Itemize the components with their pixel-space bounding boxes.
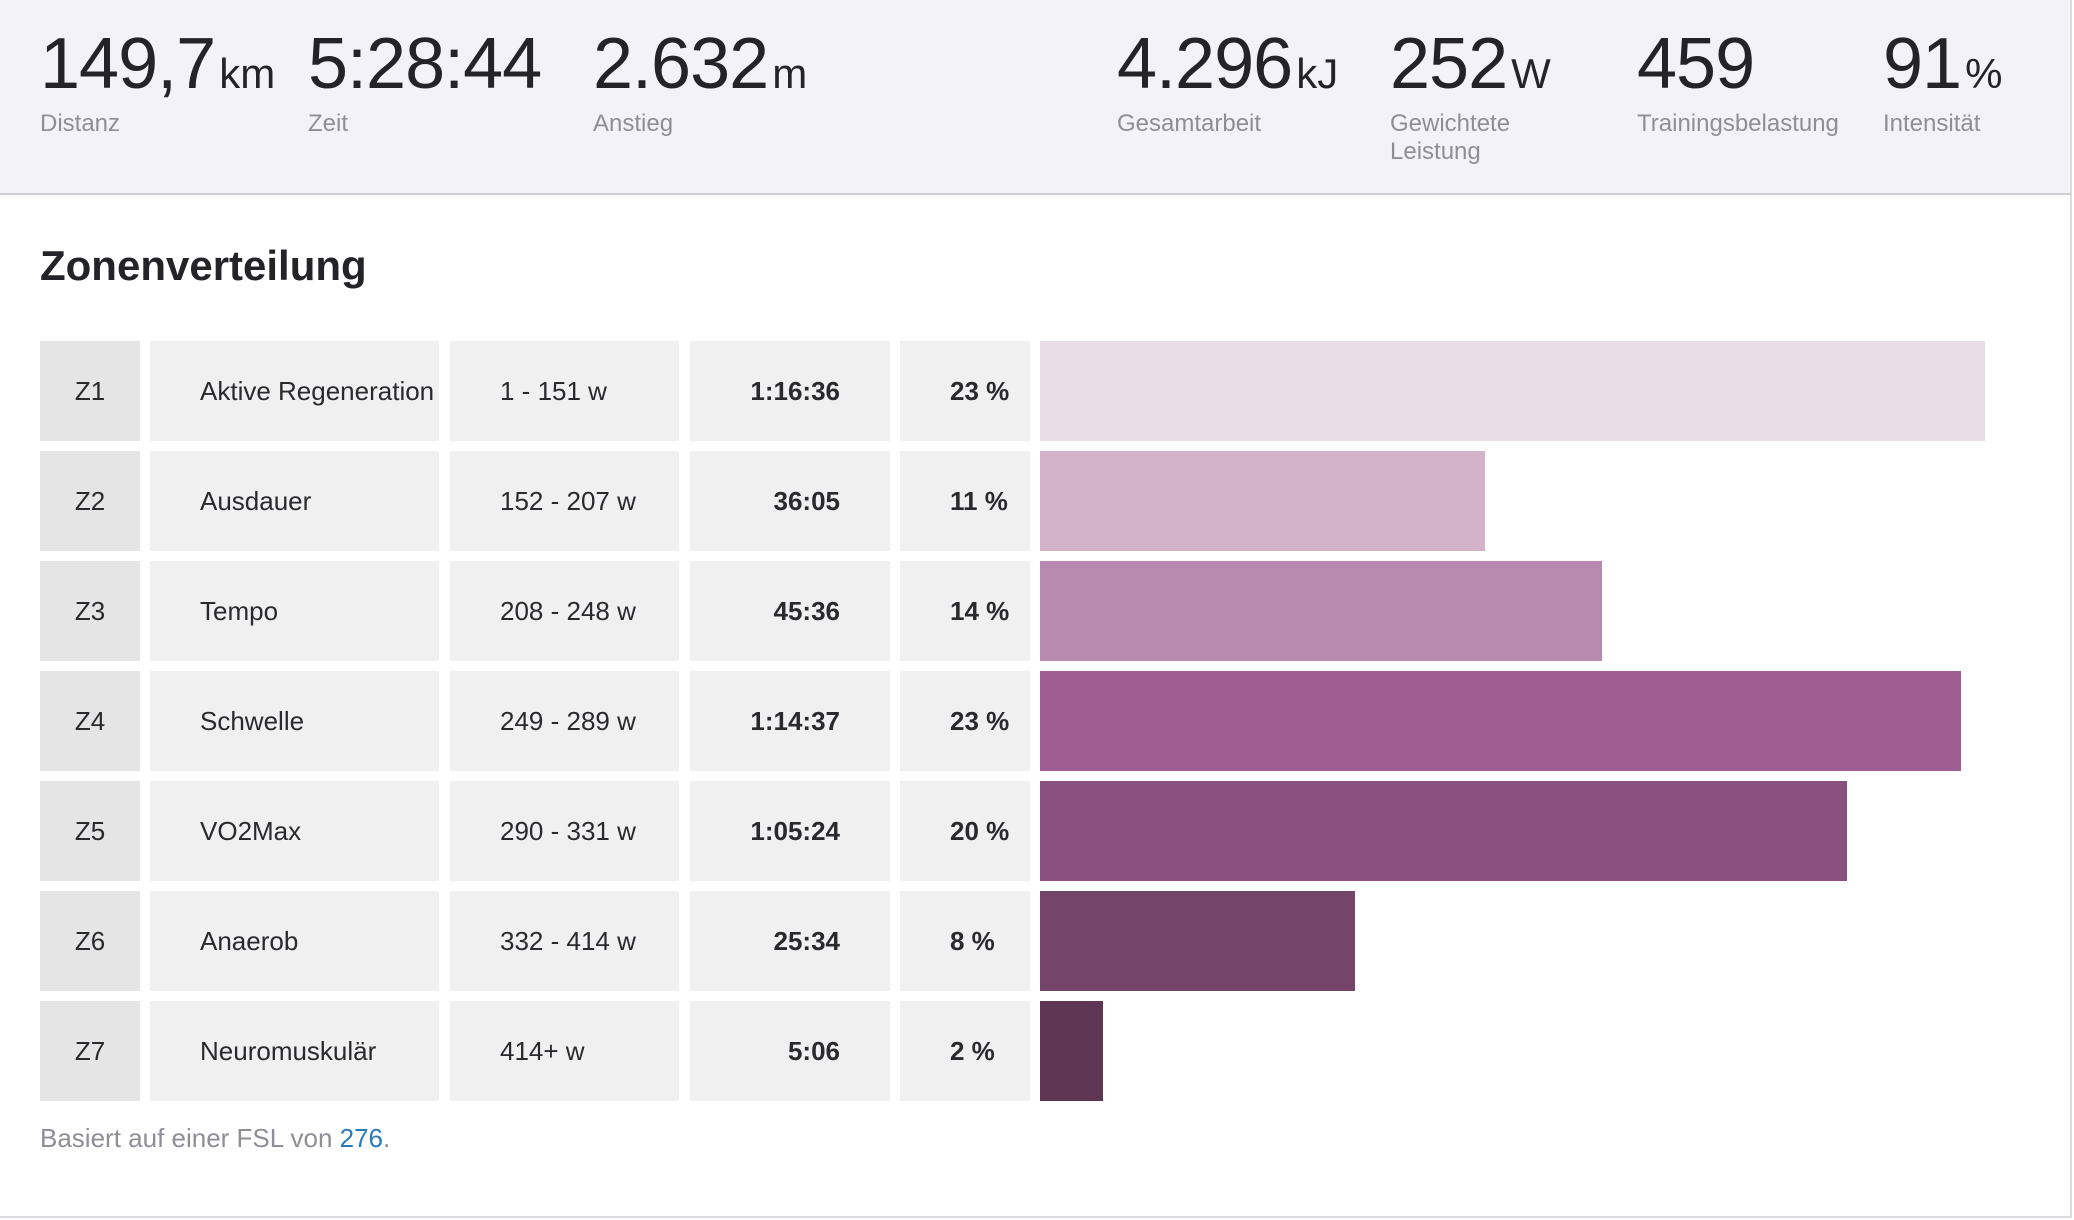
zone-bar-track xyxy=(1040,451,2012,551)
stat-training-load-value: 459 xyxy=(1637,24,1755,104)
stat-weighted-power: 252 W Gewichtete Leistung xyxy=(1390,28,1580,166)
stat-intensity-unit: % xyxy=(1965,50,2003,97)
zone-table: Z1 Aktive Regeneration 1 - 151 w 1:16:36 23 … xyxy=(40,341,2012,1111)
zone-power-range: 249 - 289 w xyxy=(450,671,679,771)
zone-row: Z4 Schwelle 249 - 289 w 1:14:37 23 % xyxy=(40,671,2012,771)
footnote-text: Basiert auf einer FSL von xyxy=(40,1123,340,1153)
stat-time-value: 5:28:44 xyxy=(308,24,542,104)
zone-time: 1:14:37 xyxy=(690,671,890,771)
zone-label: Z6 xyxy=(40,891,140,991)
zone-time: 5:06 xyxy=(690,1001,890,1101)
zone-bar xyxy=(1040,781,1847,881)
stat-time-label: Zeit xyxy=(308,110,349,137)
zone-name: Schwelle xyxy=(150,671,439,771)
stat-training-load-label: Trainingsbelastung xyxy=(1637,110,1839,137)
zone-name: Neuromuskulär xyxy=(150,1001,439,1101)
stat-elevation-label: Anstieg xyxy=(593,110,674,137)
zone-power-range: 290 - 331 w xyxy=(450,781,679,881)
stat-intensity: 91 % Intensität xyxy=(1883,28,2002,138)
zone-row: Z5 VO2Max 290 - 331 w 1:05:24 20 % xyxy=(40,781,2012,881)
zone-label: Z1 xyxy=(40,341,140,441)
stat-work-label: Gesamtarbeit xyxy=(1117,110,1262,137)
zone-bar xyxy=(1040,341,1985,441)
zone-power-range: 332 - 414 w xyxy=(450,891,679,991)
stat-work: 4.296 kJ Gesamtarbeit xyxy=(1117,28,1338,138)
zone-time: 1:16:36 xyxy=(690,341,890,441)
zone-percent: 23 % xyxy=(900,341,1030,441)
zone-bar-track xyxy=(1040,781,2012,881)
zone-time: 45:36 xyxy=(690,561,890,661)
zone-bar-track xyxy=(1040,1001,2012,1101)
footnote-suffix: . xyxy=(383,1123,391,1153)
zone-name: Aktive Regeneration xyxy=(150,341,439,441)
zone-time: 25:34 xyxy=(690,891,890,991)
stat-distance: 149,7 km Distanz xyxy=(40,28,275,138)
zone-distribution-panel: Zonenverteilung Z1 Aktive Regeneration 1 -… xyxy=(0,195,2072,1218)
zone-time: 36:05 xyxy=(690,451,890,551)
stat-time: 5:28:44 Zeit xyxy=(308,24,542,138)
zone-bar xyxy=(1040,1001,1103,1101)
zone-percent: 11 % xyxy=(900,451,1030,551)
zone-percent: 14 % xyxy=(900,561,1030,661)
zone-bar-track xyxy=(1040,561,2012,661)
zone-label: Z5 xyxy=(40,781,140,881)
zone-percent: 8 % xyxy=(900,891,1030,991)
stat-elevation-unit: m xyxy=(772,50,808,97)
stat-work-unit: kJ xyxy=(1296,50,1339,97)
section-title: Zonenverteilung xyxy=(40,242,367,289)
zone-percent: 23 % xyxy=(900,671,1030,771)
stat-weighted-power-unit: W xyxy=(1511,50,1551,97)
footnote: Basiert auf einer FSL von 276. xyxy=(40,1122,390,1154)
zone-name: VO2Max xyxy=(150,781,439,881)
zone-row: Z2 Ausdauer 152 - 207 w 36:05 11 % xyxy=(40,451,2012,551)
stat-work-value: 4.296 xyxy=(1117,24,1293,104)
stat-elevation-value: 2.632 xyxy=(593,24,769,104)
zone-bar-track xyxy=(1040,891,2012,991)
zone-row: Z1 Aktive Regeneration 1 - 151 w 1:16:36 23 … xyxy=(40,341,2012,441)
zone-name: Tempo xyxy=(150,561,439,661)
zone-power-range: 208 - 248 w xyxy=(450,561,679,661)
zone-label: Z4 xyxy=(40,671,140,771)
zone-power-range: 1 - 151 w xyxy=(450,341,679,441)
zone-percent: 2 % xyxy=(900,1001,1030,1101)
zone-label: Z3 xyxy=(40,561,140,661)
zone-time: 1:05:24 xyxy=(690,781,890,881)
zone-name: Ausdauer xyxy=(150,451,439,551)
zone-row: Z3 Tempo 208 - 248 w 45:36 14 % xyxy=(40,561,2012,661)
zone-power-range: 414+ w xyxy=(450,1001,679,1101)
zone-row: Z7 Neuromuskulär 414+ w 5:06 2 % xyxy=(40,1001,2012,1101)
stat-intensity-value: 91 xyxy=(1883,24,1962,104)
zone-bar xyxy=(1040,891,1356,991)
stat-distance-unit: km xyxy=(219,50,276,97)
stat-training-load: 459 Trainingsbelastung xyxy=(1637,28,1839,138)
zone-power-range: 152 - 207 w xyxy=(450,451,679,551)
stat-distance-value: 149,7 xyxy=(40,24,216,104)
zone-percent: 20 % xyxy=(900,781,1030,881)
zone-name: Anaerob xyxy=(150,891,439,991)
stat-elevation: 2.632 m Anstieg xyxy=(593,28,807,138)
zone-bar xyxy=(1040,671,1962,771)
stat-distance-label: Distanz xyxy=(40,110,121,137)
zone-bar-track xyxy=(1040,671,2012,771)
zone-label: Z7 xyxy=(40,1001,140,1101)
ride-stats-header: 149,7 km Distanz 5:28:44 Zeit 2.632 m An… xyxy=(0,0,2072,195)
ftp-link[interactable]: 276 xyxy=(339,1123,384,1153)
zone-row: Z6 Anaerob 332 - 414 w 25:34 8 % xyxy=(40,891,2012,991)
stat-intensity-label: Intensität xyxy=(1883,110,1981,137)
stat-weighted-power-label: Gewichtete Leistung xyxy=(1390,110,1511,165)
zone-label: Z2 xyxy=(40,451,140,551)
zone-bar xyxy=(1040,561,1603,661)
stat-weighted-power-value: 252 xyxy=(1390,24,1508,104)
zone-bar xyxy=(1040,451,1485,551)
zone-bar-track xyxy=(1040,341,2012,441)
